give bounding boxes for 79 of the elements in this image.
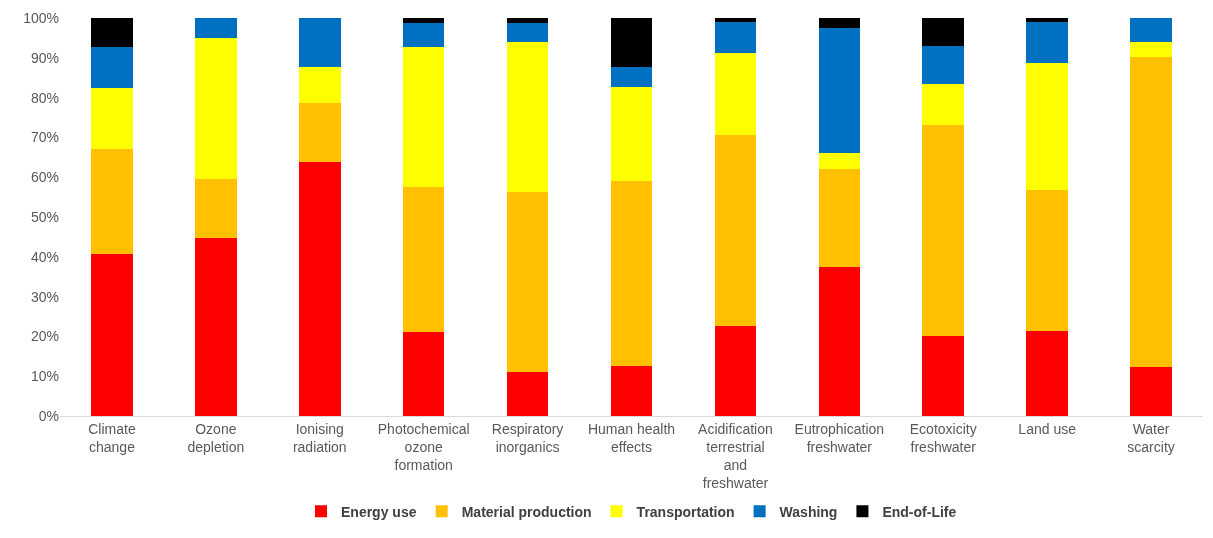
bar xyxy=(714,135,757,327)
bar xyxy=(610,18,653,67)
bar xyxy=(506,18,549,23)
bar xyxy=(610,365,653,416)
bar xyxy=(1130,18,1172,43)
y-tick-label: 70% xyxy=(30,129,59,146)
bar xyxy=(818,266,861,416)
bar xyxy=(91,148,133,255)
bar xyxy=(195,18,237,39)
bar xyxy=(506,192,549,372)
bar xyxy=(714,326,757,416)
bar xyxy=(1130,367,1172,416)
x-tick-label: Ecotoxicity freshwater xyxy=(909,420,977,455)
x-tick-label: Acidification terrestrial and freshwater xyxy=(698,420,773,492)
legend-label: Material production xyxy=(461,503,592,520)
bar xyxy=(91,18,133,48)
bar xyxy=(1130,42,1172,57)
bar xyxy=(818,27,861,153)
bar xyxy=(922,336,965,416)
bar xyxy=(922,84,965,126)
bar xyxy=(91,88,133,149)
x-tick-label: Land use xyxy=(1018,420,1077,437)
y-tick-label: 10% xyxy=(30,368,59,385)
y-tick-label: 20% xyxy=(30,328,59,345)
bar xyxy=(610,87,653,181)
bar xyxy=(1130,56,1172,368)
y-tick-label: 50% xyxy=(30,208,59,225)
y-tick-label: 80% xyxy=(30,89,59,106)
bar xyxy=(298,102,341,162)
bar xyxy=(506,42,549,193)
x-tick-label: Respiratory inorganics xyxy=(491,420,564,455)
bar xyxy=(922,45,965,85)
y-tick-label: 100% xyxy=(23,9,59,26)
x-tick-label: Ozone depletion xyxy=(187,420,245,455)
legend-label: Energy use xyxy=(341,503,417,520)
bar xyxy=(714,21,757,53)
bar xyxy=(506,371,549,416)
bar xyxy=(506,22,549,43)
x-tick-label: Climate change xyxy=(88,420,136,455)
bar xyxy=(402,332,445,416)
legend-label: Washing xyxy=(779,503,838,520)
bar xyxy=(195,178,237,238)
y-tick-label: 40% xyxy=(30,248,59,265)
bar xyxy=(1026,189,1068,332)
bar xyxy=(195,38,237,179)
y-tick-label: 30% xyxy=(30,288,59,305)
bar xyxy=(402,18,445,23)
bar xyxy=(402,47,445,187)
bar xyxy=(610,66,653,88)
bar xyxy=(298,18,341,67)
bar xyxy=(1026,21,1068,64)
y-tick-label: 0% xyxy=(38,407,59,424)
legend-label: Transportation xyxy=(636,503,735,520)
bar xyxy=(714,18,757,22)
bar xyxy=(298,66,341,103)
bar xyxy=(922,125,965,336)
bar xyxy=(818,18,861,28)
bar xyxy=(818,169,861,267)
y-tick-label: 60% xyxy=(30,169,59,186)
bar xyxy=(922,18,965,46)
x-tick-label: Photochemical ozone formation xyxy=(377,420,470,474)
bar xyxy=(402,186,445,333)
legend-label: End-of-Life xyxy=(882,503,957,520)
bar xyxy=(402,22,445,48)
y-tick-label: 90% xyxy=(30,49,59,66)
bar xyxy=(1026,18,1068,22)
bar xyxy=(818,152,861,170)
bar xyxy=(195,237,237,416)
x-tick-label: Eutrophication freshwater xyxy=(794,420,885,455)
bar xyxy=(714,52,757,136)
bar xyxy=(1026,331,1068,416)
bar xyxy=(298,161,341,416)
x-tick-label: Water scarcity xyxy=(1127,420,1175,455)
bar xyxy=(91,47,133,89)
x-tick-label: Human health effects xyxy=(587,420,676,455)
bar xyxy=(610,180,653,366)
x-tick-label: Ionising radiation xyxy=(292,420,347,455)
bar xyxy=(91,254,133,416)
bar xyxy=(1026,63,1068,190)
